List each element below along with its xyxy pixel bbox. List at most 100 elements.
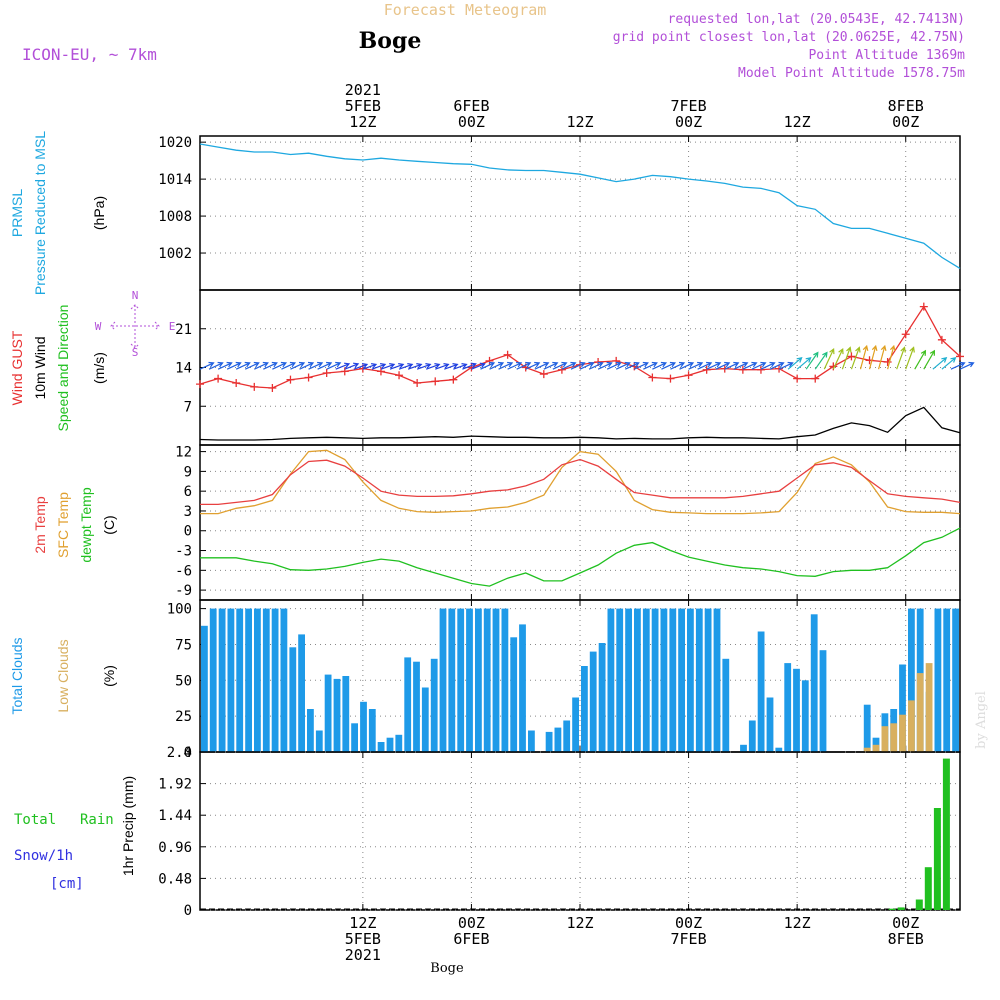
total-cloud-bar xyxy=(510,637,518,752)
temp-ytick-label: -3 xyxy=(175,544,192,560)
wind-direction-arrow xyxy=(733,361,749,370)
gust-marker xyxy=(738,365,747,374)
gust-marker xyxy=(322,369,331,378)
total-cloud-bar xyxy=(810,614,818,752)
wind-direction-arrow xyxy=(706,361,722,370)
wind-ytick-label: 7 xyxy=(184,399,192,415)
total-cloud-bar xyxy=(863,704,871,752)
precip-frame xyxy=(199,751,961,911)
snow-unit-label: [cm] xyxy=(50,876,84,892)
total-cloud-bar xyxy=(598,643,606,752)
wind-direction-arrow xyxy=(416,363,432,370)
wind-direction-arrow xyxy=(697,361,713,370)
total-cloud-bar xyxy=(254,608,261,752)
wind-direction-arrow xyxy=(353,363,369,370)
watermark: by Angel xyxy=(974,691,989,749)
wind-direction-arrow xyxy=(398,363,414,370)
total-cloud-bar xyxy=(377,742,385,752)
wind-direction-arrow xyxy=(290,361,306,370)
total-cloud-bar xyxy=(589,651,597,752)
wind-direction-arrow xyxy=(724,361,740,370)
gust-marker xyxy=(666,374,675,383)
bottom-time-label: 12Z xyxy=(784,914,811,932)
temperature-panel: -9 -6 -3 0 3 6 9 12 xyxy=(175,444,961,601)
clouds-ytick-label: 25 xyxy=(175,709,192,725)
rain-bar xyxy=(915,899,923,910)
clouds-ytick-label: 75 xyxy=(175,637,192,653)
wind-direction-arrow xyxy=(525,361,541,370)
dewpoint-label: dewpt Temp xyxy=(78,487,94,562)
top-time-label: 8FEB xyxy=(888,97,924,115)
gust-marker xyxy=(901,330,910,339)
top-time-label: 00Z xyxy=(458,113,485,131)
temp-2m-label: 2m Temp xyxy=(32,496,48,554)
total-cloud-bar xyxy=(439,608,447,752)
total-cloud-bar xyxy=(908,608,915,752)
top-time-label: 6FEB xyxy=(453,97,489,115)
precip-ytick-label: 0.96 xyxy=(158,840,192,856)
wind-direction-arrow xyxy=(914,349,927,370)
wind-speed-line xyxy=(199,406,961,441)
pressure-ytick-label: 1020 xyxy=(158,135,192,151)
wind-direction-arrow xyxy=(643,361,658,370)
rain-label: Rain xyxy=(80,812,114,828)
low-cloud-bar xyxy=(863,747,871,752)
gust-marker xyxy=(395,371,404,380)
low-cloud-bar xyxy=(916,673,924,752)
rain-bar xyxy=(924,867,932,910)
wind-direction-arrow xyxy=(742,361,758,370)
total-cloud-bar xyxy=(740,744,747,752)
total-cloud-bar xyxy=(395,734,403,752)
gust-marker xyxy=(793,374,802,383)
wind-direction-arrow xyxy=(552,361,568,370)
total-cloud-bar xyxy=(218,608,226,752)
gust-marker xyxy=(286,375,295,384)
wind-direction-arrow xyxy=(606,361,622,370)
total-cloud-bar xyxy=(625,608,632,752)
total-cloud-bar xyxy=(581,666,588,752)
precip-ytick-label: 0.48 xyxy=(158,871,192,887)
total-cloud-bar xyxy=(386,737,394,752)
wind-speed-direction-label: Speed and Direction xyxy=(55,305,71,432)
low-cloud-bar xyxy=(908,700,915,752)
total-cloud-bar xyxy=(501,608,509,752)
compass-west: W xyxy=(95,320,102,333)
total-cloud-bar xyxy=(722,658,730,752)
total-cloud-bar xyxy=(236,608,244,752)
wind-direction-arrow xyxy=(896,346,906,370)
wind-ytick-label: 21 xyxy=(175,322,192,338)
gust-marker xyxy=(612,356,621,365)
wind-direction-arrow xyxy=(579,361,595,370)
wind-direction-arrow xyxy=(380,363,396,370)
wind-direction-arrow xyxy=(652,361,668,370)
total-cloud-bar xyxy=(245,608,252,752)
top-time-label: 2021 xyxy=(345,81,381,99)
location-title: Boge xyxy=(359,28,422,54)
temp-ytick-label: 9 xyxy=(184,464,192,480)
footer-location: Boge xyxy=(430,961,464,976)
total-clouds-label: Total Clouds xyxy=(9,637,25,714)
wind-direction-arrow xyxy=(543,361,559,370)
precip-ytick-label: 2.4 xyxy=(167,745,192,761)
wind-direction-arrow xyxy=(597,361,613,370)
wind-direction-arrow xyxy=(787,356,803,370)
gust-marker xyxy=(702,365,711,374)
total-cloud-bar xyxy=(298,634,305,752)
total-cloud-bar xyxy=(572,697,579,752)
meteogram-title: Forecast Meteogram xyxy=(384,1,547,19)
wind-direction-arrow xyxy=(769,361,785,370)
total-cloud-bar xyxy=(307,709,314,752)
bottom-time-label: 8FEB xyxy=(888,930,924,948)
total-cloud-bar xyxy=(793,668,800,752)
total-cloud-bar xyxy=(952,608,959,752)
gust-marker xyxy=(485,356,494,365)
wind-direction-arrow xyxy=(615,361,631,370)
total-cloud-bar xyxy=(678,608,685,752)
total-cloud-bar xyxy=(528,730,535,752)
wind-direction-arrow xyxy=(425,363,441,370)
clouds-ytick-label: 50 xyxy=(175,673,192,689)
gust-marker xyxy=(883,357,892,366)
wind-direction-arrow xyxy=(850,346,861,370)
total-cloud-bar xyxy=(466,608,473,752)
total-cloud-bar xyxy=(704,608,712,752)
